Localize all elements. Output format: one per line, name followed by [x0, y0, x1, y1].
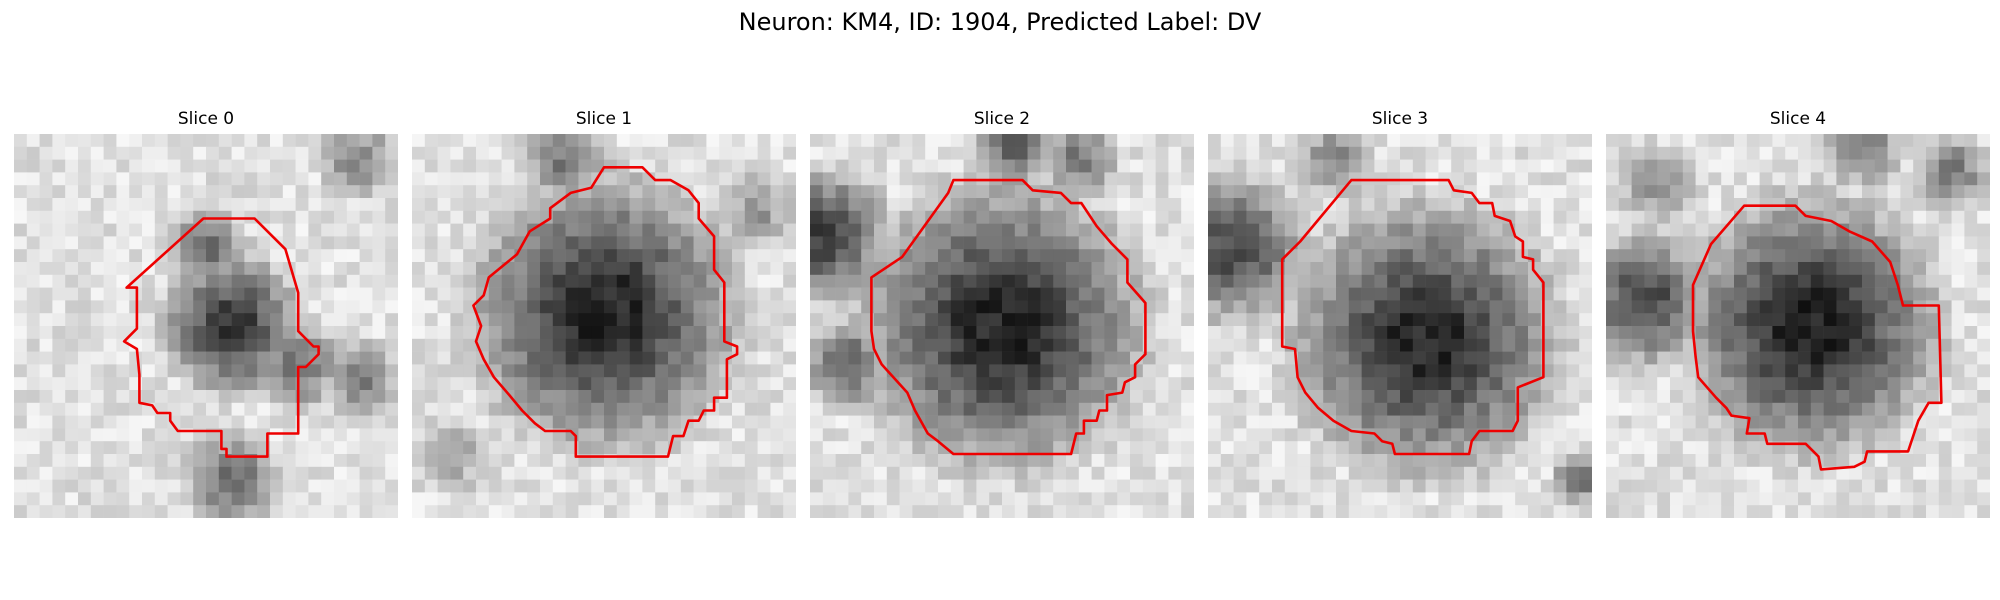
panel-title: Slice 4	[1769, 109, 1827, 129]
slice-image	[810, 134, 1194, 518]
slice-image	[1606, 134, 1990, 518]
slice-image	[412, 134, 796, 518]
panel-slice-0: Slice 0	[14, 108, 398, 518]
panel-title: Slice 1	[575, 109, 633, 129]
segmentation-outline	[472, 165, 739, 458]
panel-slice-2: Slice 2	[810, 108, 1194, 518]
slice-image	[14, 134, 398, 518]
segmentation-outline	[870, 178, 1147, 456]
panel-title: Slice 2	[973, 109, 1031, 129]
panel-slice-1: Slice 1	[412, 108, 796, 518]
segmentation-outline	[1280, 178, 1545, 456]
panel-slice-4: Slice 4	[1606, 108, 1990, 518]
panel-title: Slice 0	[177, 109, 235, 129]
panel-slice-3: Slice 3	[1208, 108, 1592, 518]
segmentation-outline	[122, 217, 320, 458]
panel-title: Slice 3	[1371, 109, 1429, 129]
slice-image	[1208, 134, 1592, 518]
figure-title: Neuron: KM4, ID: 1904, Predicted Label: …	[738, 8, 1262, 36]
segmentation-outline	[1691, 204, 1943, 471]
